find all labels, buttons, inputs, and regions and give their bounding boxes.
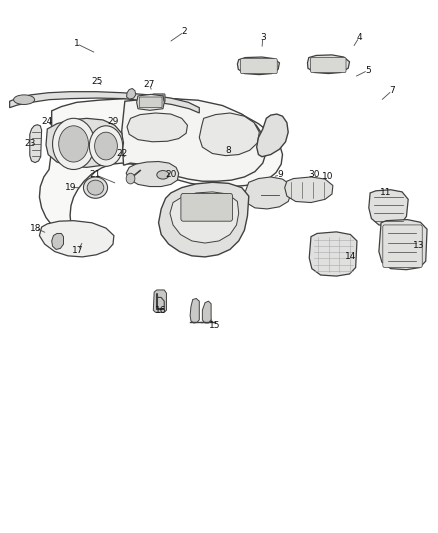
PathPatch shape xyxy=(285,177,333,203)
PathPatch shape xyxy=(126,161,179,187)
PathPatch shape xyxy=(30,125,42,163)
PathPatch shape xyxy=(307,55,350,74)
Text: 21: 21 xyxy=(90,171,101,179)
Text: 17: 17 xyxy=(72,246,84,255)
Text: 9: 9 xyxy=(277,171,283,179)
FancyBboxPatch shape xyxy=(181,193,233,221)
Text: 20: 20 xyxy=(165,171,177,179)
PathPatch shape xyxy=(237,57,279,75)
FancyBboxPatch shape xyxy=(240,59,277,74)
Circle shape xyxy=(59,126,88,162)
PathPatch shape xyxy=(39,98,283,232)
PathPatch shape xyxy=(127,88,136,99)
Text: 15: 15 xyxy=(209,321,220,329)
PathPatch shape xyxy=(257,114,288,157)
Ellipse shape xyxy=(157,171,169,179)
FancyBboxPatch shape xyxy=(152,94,165,102)
Circle shape xyxy=(95,132,117,160)
FancyBboxPatch shape xyxy=(139,97,162,108)
PathPatch shape xyxy=(137,94,164,110)
PathPatch shape xyxy=(379,220,427,270)
PathPatch shape xyxy=(127,113,187,142)
PathPatch shape xyxy=(52,233,64,249)
Text: 1: 1 xyxy=(74,39,80,48)
Text: 16: 16 xyxy=(155,306,167,314)
Text: 5: 5 xyxy=(365,66,371,75)
Text: 4: 4 xyxy=(357,33,362,42)
Text: 3: 3 xyxy=(260,33,266,42)
Circle shape xyxy=(89,126,123,166)
Text: 18: 18 xyxy=(30,224,42,232)
PathPatch shape xyxy=(39,221,114,257)
Text: 14: 14 xyxy=(345,253,356,261)
Text: 13: 13 xyxy=(413,241,424,249)
Text: 22: 22 xyxy=(116,149,127,158)
PathPatch shape xyxy=(10,92,199,113)
FancyBboxPatch shape xyxy=(383,225,422,268)
Text: 30: 30 xyxy=(309,171,320,179)
PathPatch shape xyxy=(244,177,291,209)
PathPatch shape xyxy=(202,301,211,323)
PathPatch shape xyxy=(46,118,124,167)
Text: 2: 2 xyxy=(181,28,187,36)
Text: 23: 23 xyxy=(24,140,35,148)
Ellipse shape xyxy=(87,180,104,195)
Ellipse shape xyxy=(14,95,35,104)
Text: 8: 8 xyxy=(225,146,231,155)
Text: 25: 25 xyxy=(92,77,103,85)
Circle shape xyxy=(126,173,135,184)
Text: 24: 24 xyxy=(42,117,53,126)
Text: 10: 10 xyxy=(322,173,333,181)
PathPatch shape xyxy=(369,190,408,226)
Text: 27: 27 xyxy=(143,80,155,88)
PathPatch shape xyxy=(122,99,266,181)
PathPatch shape xyxy=(159,182,249,257)
FancyBboxPatch shape xyxy=(311,58,346,72)
Text: 11: 11 xyxy=(380,189,391,197)
Text: 7: 7 xyxy=(389,86,395,95)
PathPatch shape xyxy=(199,113,259,156)
PathPatch shape xyxy=(153,290,166,312)
PathPatch shape xyxy=(190,298,199,323)
Text: 19: 19 xyxy=(65,183,77,192)
Text: 29: 29 xyxy=(107,117,119,126)
PathPatch shape xyxy=(170,192,239,243)
PathPatch shape xyxy=(309,232,357,276)
Circle shape xyxy=(53,118,95,169)
Ellipse shape xyxy=(83,177,107,198)
